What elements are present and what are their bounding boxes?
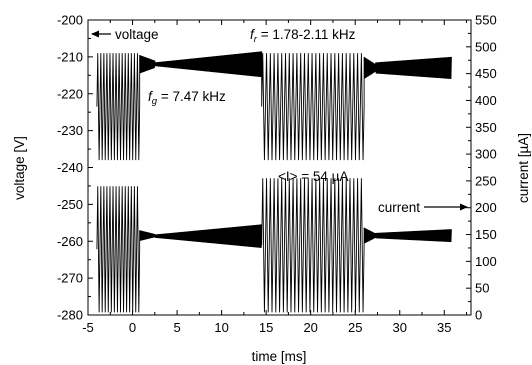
left-y-tick-label-4: -240 xyxy=(57,160,83,175)
x-tick-label-7: 30 xyxy=(393,320,407,335)
series-layer xyxy=(96,51,452,313)
left-y-axis-title: voltage [V] xyxy=(12,136,27,200)
left-y-tick-label-5: -250 xyxy=(57,197,83,212)
x-tick-label-1: 0 xyxy=(129,320,136,335)
x-tick-label-6: 25 xyxy=(348,320,362,335)
left-y-axis-ticks: -200 -210 -220 -230 -240 -250 -260 -270 -280 xyxy=(57,13,93,323)
fg-symbol: f xyxy=(148,89,153,104)
left-y-tick-label-2: -220 xyxy=(57,86,83,101)
right-y-tick-label-10: 50 xyxy=(475,281,489,296)
left-y-tick-label-8: -280 xyxy=(57,308,83,323)
fr-value: = 1.78-2.11 kHz xyxy=(257,27,356,42)
fr-annotation: fr = 1.78-2.11 kHz xyxy=(250,27,356,45)
x-axis-title: time [ms] xyxy=(252,349,307,364)
right-y-tick-label-5: 300 xyxy=(475,147,497,162)
right-y-tick-label-0: 550 xyxy=(475,13,497,28)
right-y-tick-label-8: 150 xyxy=(475,227,497,242)
right-y-tick-label-11: 0 xyxy=(475,308,482,323)
x-tick-label-0: -5 xyxy=(82,320,94,335)
left-y-tick-label-0: -200 xyxy=(57,13,83,28)
fr-subscript: r xyxy=(254,34,258,45)
left-y-tick-label-7: -270 xyxy=(57,271,83,286)
voltage-arrow-head xyxy=(91,30,99,38)
fg-value: = 7.47 kHz xyxy=(157,89,226,104)
current-label: current xyxy=(378,200,420,215)
right-y-tick-label-7: 200 xyxy=(475,200,497,215)
right-y-tick-label-1: 500 xyxy=(475,39,497,54)
voltage-annotation: voltage xyxy=(91,27,159,42)
left-y-tick-label-1: -210 xyxy=(57,49,83,64)
x-tick-label-4: 15 xyxy=(259,320,273,335)
x-tick-label-5: 20 xyxy=(303,320,317,335)
x-tick-label-2: 5 xyxy=(173,320,180,335)
right-y-tick-label-4: 350 xyxy=(475,120,497,135)
right-y-axis-title: current [µA] xyxy=(516,133,531,203)
fg-subscript: g xyxy=(152,96,158,107)
current-mean-annotation: <I> = 54 µA xyxy=(278,169,348,184)
x-axis-ticks: -5 0 5 10 15 20 25 30 35 xyxy=(82,20,468,335)
x-tick-label-8: 35 xyxy=(437,320,451,335)
left-y-tick-label-3: -230 xyxy=(57,123,83,138)
right-y-tick-label-6: 250 xyxy=(475,173,497,188)
fr-symbol: f xyxy=(250,27,255,42)
left-y-tick-label-6: -260 xyxy=(57,234,83,249)
right-y-tick-label-2: 450 xyxy=(475,66,497,81)
current-arrow-head xyxy=(460,203,468,211)
right-y-tick-label-9: 100 xyxy=(475,254,497,269)
current-annotation: current xyxy=(378,200,468,215)
x-tick-label-3: 10 xyxy=(214,320,228,335)
series-left-0 xyxy=(96,51,452,161)
fg-annotation: fg = 7.47 kHz xyxy=(148,89,226,107)
right-y-tick-label-3: 400 xyxy=(475,93,497,108)
voltage-label: voltage xyxy=(115,27,159,42)
series-right-1 xyxy=(96,178,452,313)
